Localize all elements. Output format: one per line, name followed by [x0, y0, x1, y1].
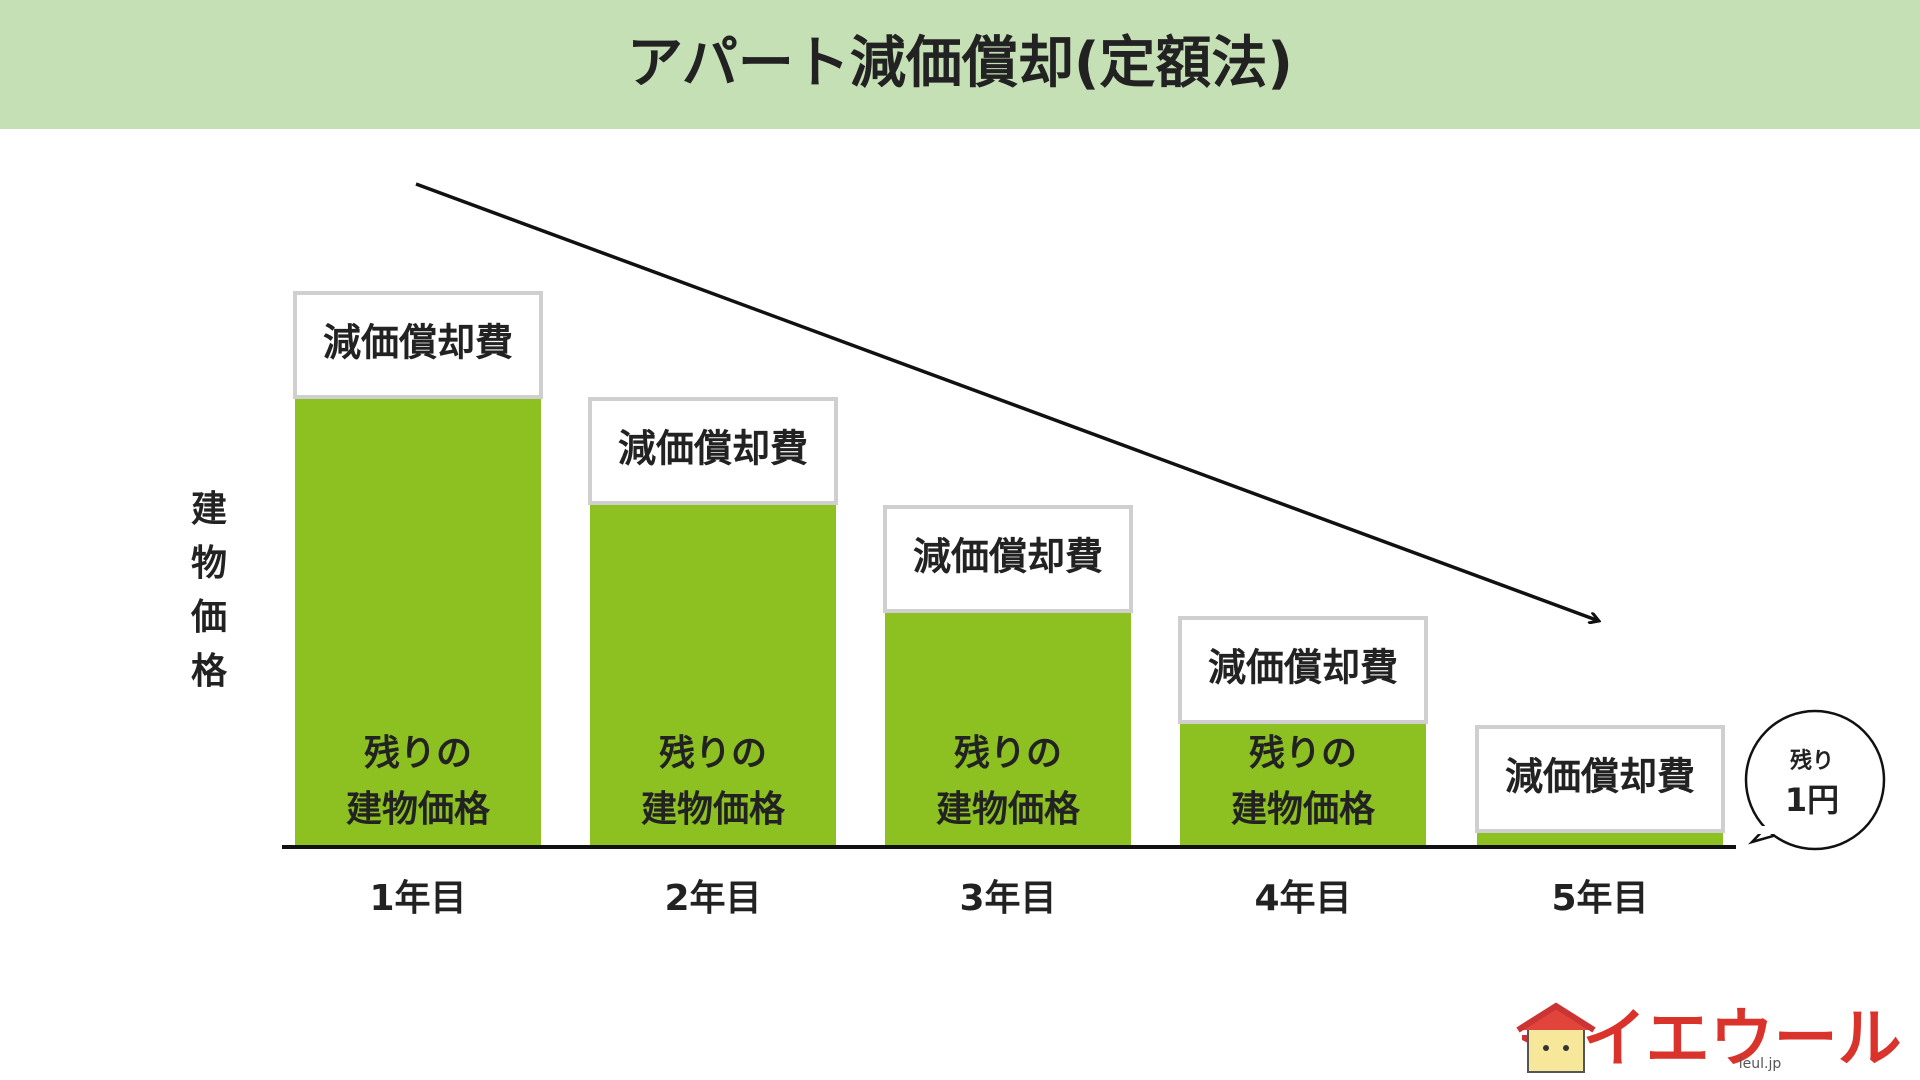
header-band — [0, 0, 1920, 129]
bubble — [1744, 709, 1886, 851]
depreciation-label: 減価償却費 — [1505, 755, 1695, 799]
remaining-bar — [885, 611, 1131, 847]
logo-icon-body — [1527, 1027, 1585, 1073]
trend-arrow — [415, 182, 1599, 621]
remaining-label: 建物価格 — [1231, 789, 1376, 830]
bubble-join — [1756, 826, 1778, 834]
logo-icon-eye — [1563, 1045, 1569, 1051]
year-label: 3年目 — [959, 878, 1056, 919]
year-label: 2年目 — [664, 878, 761, 919]
remaining-label: 残りの — [1249, 733, 1357, 774]
y-label-char: 建 — [191, 489, 227, 530]
logo-icon-roof — [1516, 1002, 1596, 1033]
depreciation-box — [1178, 616, 1428, 724]
y-label-char: 格 — [191, 651, 228, 692]
depreciation-label: 減価償却費 — [618, 427, 808, 471]
y-label: 建物価格 — [190, 489, 228, 692]
remaining-label: 建物価格 — [936, 789, 1081, 830]
remaining-bar — [590, 503, 836, 847]
title: アパート減価償却(定額法) — [627, 31, 1293, 96]
depreciation-box — [883, 505, 1133, 613]
logo-name: イエウール — [1582, 1003, 1901, 1077]
remaining-label: 建物価格 — [641, 789, 786, 830]
logo-icon-foot — [1522, 1035, 1528, 1043]
remaining-bar — [1180, 722, 1426, 847]
depreciation-box — [588, 397, 838, 505]
logo-domain: ieul.jp — [1739, 1056, 1782, 1072]
columns: 減価償却費残りの建物価格1年目減価償却費残りの建物価格2年目減価償却費残りの建物… — [293, 291, 1725, 919]
depreciation-box — [293, 291, 543, 399]
remaining-label: 残りの — [954, 733, 1062, 774]
bubble-line2: 1円 — [1785, 781, 1839, 819]
remaining-label: 残りの — [364, 733, 472, 774]
remaining-bar — [1477, 831, 1723, 847]
year-label: 4年目 — [1254, 878, 1351, 919]
depreciation-label: 減価償却費 — [1208, 646, 1398, 690]
remaining-label: 建物価格 — [346, 789, 491, 830]
year-label: 1年目 — [369, 878, 466, 919]
year-label: 5年目 — [1551, 878, 1648, 919]
depreciation-label: 減価償却費 — [913, 535, 1103, 579]
remaining-label: 残りの — [659, 733, 767, 774]
y-label-char: 物 — [191, 543, 227, 584]
depreciation-box — [1475, 725, 1725, 833]
y-label-char: 価 — [190, 597, 227, 638]
logo-icon-eye — [1543, 1045, 1549, 1051]
logo: イエウール ieul.jp — [1516, 1002, 1902, 1077]
bubble-line1: 残り — [1790, 748, 1834, 774]
remaining-bar — [295, 397, 541, 847]
depreciation-label: 減価償却費 — [323, 321, 513, 365]
